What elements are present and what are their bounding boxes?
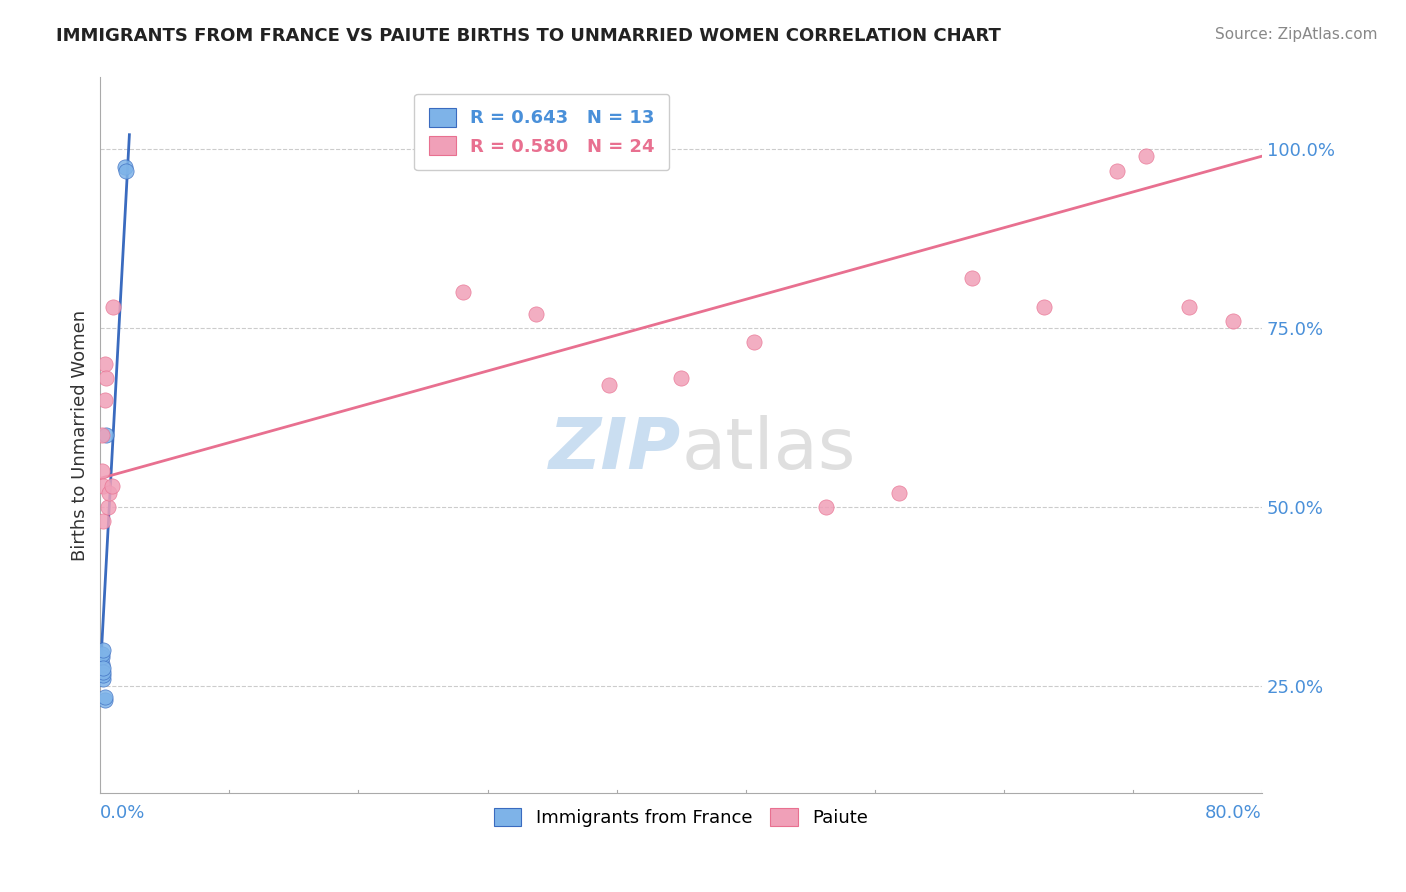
Point — [91, 514, 114, 528]
Point — [1105, 163, 1128, 178]
Point — [598, 378, 620, 392]
Point — [96, 371, 118, 385]
Point — [101, 478, 124, 492]
Point — [93, 693, 115, 707]
Point — [90, 428, 112, 442]
Text: IMMIGRANTS FROM FRANCE VS PAIUTE BIRTHS TO UNMARRIED WOMEN CORRELATION CHART: IMMIGRANTS FROM FRANCE VS PAIUTE BIRTHS … — [56, 27, 1001, 45]
Point — [1222, 314, 1244, 328]
Point — [93, 690, 115, 704]
Point — [98, 485, 121, 500]
Point — [90, 657, 112, 672]
Point — [1178, 300, 1201, 314]
Point — [93, 357, 115, 371]
Text: atlas: atlas — [681, 415, 855, 484]
Text: ZIP: ZIP — [548, 415, 681, 484]
Point — [91, 478, 114, 492]
Point — [669, 371, 692, 385]
Point — [742, 335, 765, 350]
Point — [115, 163, 138, 178]
Point — [91, 672, 114, 686]
Point — [91, 668, 114, 682]
Point — [91, 661, 114, 675]
Point — [1135, 149, 1157, 163]
Point — [114, 160, 136, 174]
Point — [93, 392, 115, 407]
Text: Source: ZipAtlas.com: Source: ZipAtlas.com — [1215, 27, 1378, 42]
Point — [524, 307, 547, 321]
Point — [90, 647, 112, 661]
Point — [90, 650, 112, 665]
Point — [97, 500, 120, 514]
Point — [453, 285, 475, 300]
Point — [90, 464, 112, 478]
Y-axis label: Births to Unmarried Women: Births to Unmarried Women — [72, 310, 89, 561]
Point — [815, 500, 838, 514]
Point — [960, 271, 983, 285]
Text: 80.0%: 80.0% — [1205, 804, 1263, 822]
Point — [96, 428, 118, 442]
Point — [91, 643, 114, 657]
Point — [91, 665, 114, 679]
Legend: Immigrants from France, Paiute: Immigrants from France, Paiute — [486, 801, 875, 834]
Point — [1033, 300, 1056, 314]
Text: 0.0%: 0.0% — [100, 804, 146, 822]
Point — [887, 485, 910, 500]
Point — [103, 300, 125, 314]
